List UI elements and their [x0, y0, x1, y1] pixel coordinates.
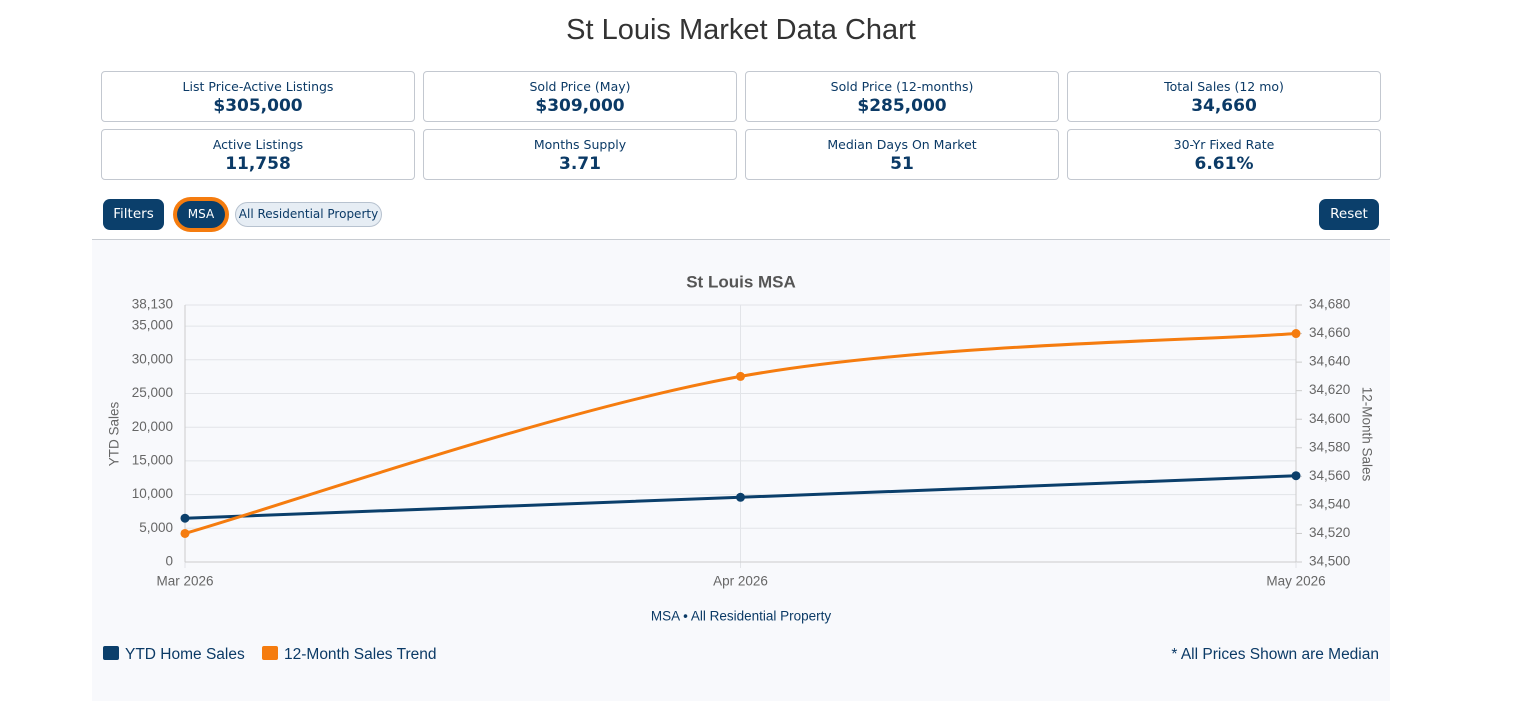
stat-card: Total Sales (12 mo) 34,660: [1067, 71, 1381, 122]
msa-tag[interactable]: MSA: [173, 197, 229, 232]
point: [736, 492, 745, 502]
point: [736, 371, 745, 381]
y-tick-label: 15,000: [132, 452, 173, 467]
y-tick-label: 5,000: [139, 520, 173, 535]
footnote: * All Prices Shown are Median: [1171, 646, 1379, 663]
point: [1291, 471, 1301, 481]
y2-tick-label: 34,680: [1309, 297, 1350, 312]
stat-value: 51: [890, 154, 914, 174]
stat-value: $309,000: [535, 96, 625, 116]
stat-label: Months Supply: [533, 137, 627, 152]
y-tick-label: 10,000: [132, 486, 173, 501]
y2-tick-label: 34,660: [1309, 325, 1350, 340]
stat-label: Active Listings: [212, 137, 304, 152]
legend-label[interactable]: YTD Home Sales: [125, 646, 245, 663]
legend-swatch[interactable]: [262, 646, 278, 660]
point: [180, 513, 190, 523]
stat-cards: List Price-Active Listings $305,000 Sold P…: [101, 71, 1382, 180]
point: [180, 528, 190, 538]
y2-tick-label: 34,520: [1309, 525, 1350, 540]
y2-tick-label: 34,560: [1309, 468, 1350, 483]
point: [1291, 329, 1301, 339]
x-tick-label: May 2026: [1266, 574, 1325, 589]
y-tick-label: 30,000: [132, 351, 173, 366]
property-tag[interactable]: All Residential Property: [235, 202, 382, 227]
stat-label: Sold Price (May): [529, 79, 631, 94]
stat-card: Sold Price (12-months) $285,000: [745, 71, 1059, 122]
y2-tick-label: 34,540: [1309, 496, 1350, 511]
stat-label: Total Sales (12 mo): [1164, 79, 1284, 94]
stat-label: 30-Yr Fixed Rate: [1173, 137, 1275, 152]
msa-tag-label[interactable]: MSA: [177, 201, 225, 228]
filters-button[interactable]: Filters: [103, 199, 164, 230]
y-tick-label: 35,000: [132, 318, 173, 333]
y2-tick-label: 34,620: [1309, 382, 1350, 397]
stat-value: 11,758: [225, 154, 291, 174]
stat-label: Sold Price (12-months): [830, 79, 974, 94]
stat-card: Sold Price (May) $309,000: [423, 71, 737, 122]
legend-label[interactable]: 12-Month Sales Trend: [284, 646, 437, 663]
stat-card: 30-Yr Fixed Rate 6.61%: [1067, 129, 1381, 180]
stat-card: Active Listings 11,758: [101, 129, 415, 180]
y2-tick-label: 34,500: [1309, 554, 1350, 569]
y-axis-title: YTD Sales: [107, 401, 122, 466]
y-tick-label: 25,000: [132, 385, 173, 400]
stat-label: List Price-Active Listings: [182, 79, 334, 94]
stat-value: 34,660: [1191, 96, 1257, 116]
chart-subtitle: MSA • All Residential Property: [651, 609, 832, 624]
stat-value: 6.61%: [1194, 154, 1254, 174]
reset-button[interactable]: Reset: [1319, 199, 1379, 230]
divider: [92, 239, 1390, 240]
stat-card: List Price-Active Listings $305,000: [101, 71, 415, 122]
y2-tick-label: 34,580: [1309, 439, 1350, 454]
page-title: St Louis Market Data Chart: [566, 14, 916, 46]
y2-tick-label: 34,600: [1309, 411, 1350, 426]
y-tick-label: 20,000: [132, 419, 173, 434]
chart-title: St Louis MSA: [686, 272, 796, 291]
legend-swatch[interactable]: [103, 646, 119, 660]
stat-value: 3.71: [559, 154, 601, 174]
x-tick-label: Apr 2026: [713, 574, 768, 589]
y2-axis-title: 12-Month Sales: [1359, 387, 1374, 482]
chart-panel: St Louis MSA 0 5,000 10,000 15,000 20,000 25,0…: [92, 240, 1390, 701]
y-tick-label: 0: [165, 554, 173, 569]
stat-label: Median Days On Market: [827, 137, 977, 152]
y2-tick-label: 34,640: [1309, 354, 1350, 369]
stat-card: Months Supply 3.71: [423, 129, 737, 180]
stat-card: Median Days On Market 51: [745, 129, 1059, 180]
stat-value: $285,000: [857, 96, 947, 116]
x-tick-label: Mar 2026: [156, 574, 213, 589]
chart: St Louis MSA 0 5,000 10,000 15,000 20,000 25,0…: [103, 272, 1379, 663]
y-tick-label: 38,130: [132, 297, 173, 312]
stat-value: $305,000: [213, 96, 303, 116]
